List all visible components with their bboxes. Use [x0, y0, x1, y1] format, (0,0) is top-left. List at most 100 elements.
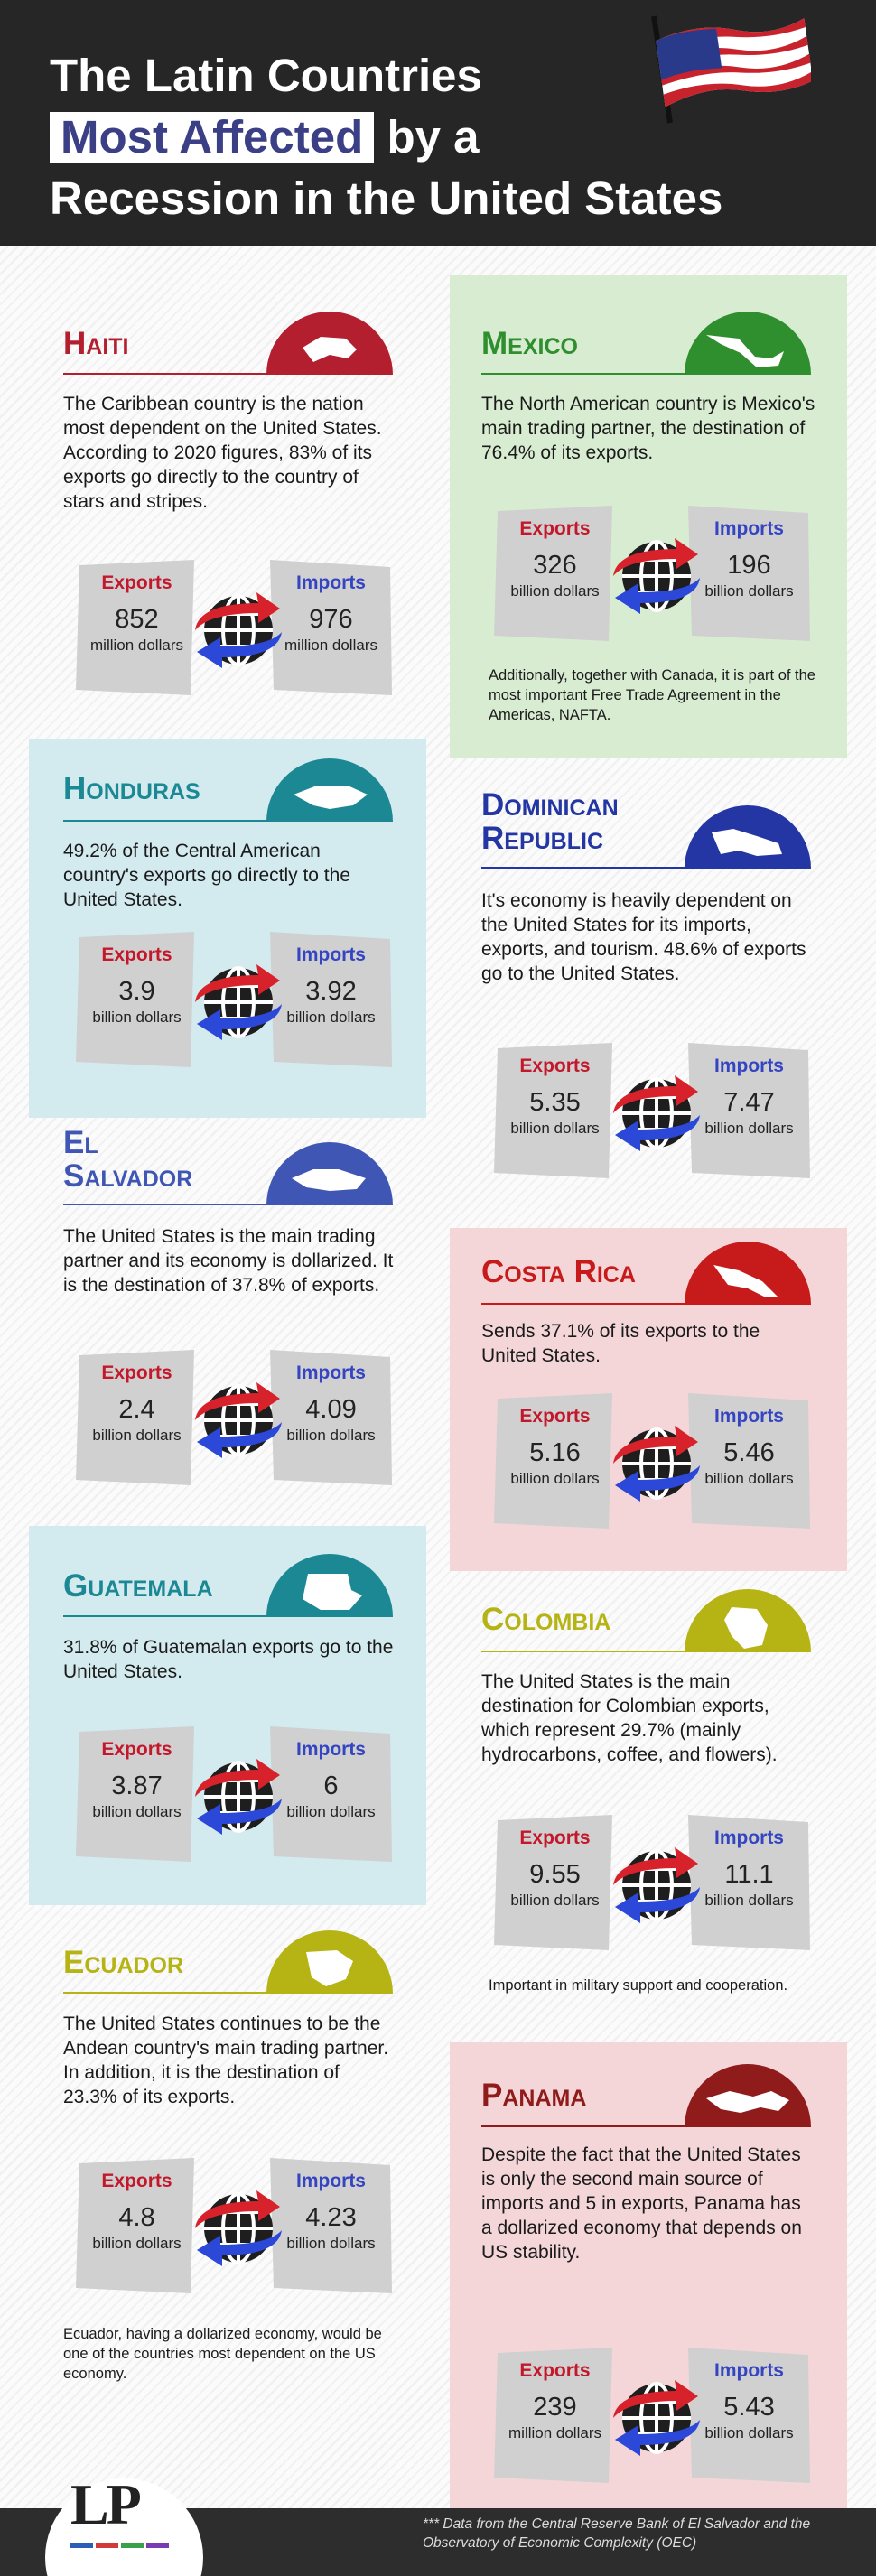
exports-box: Exports 9.55 billion dollars	[494, 1815, 616, 1950]
panama-map-icon	[685, 2064, 811, 2127]
imports-unit: billion dollars	[286, 1803, 376, 1820]
panama-trade-block: Exports 239 million dollars Imports 5.43…	[494, 2348, 819, 2483]
globe-trade-arrows-icon	[613, 1847, 700, 1923]
imports-value: 3.92	[305, 977, 357, 1006]
exports-label: Exports	[101, 572, 172, 593]
exports-label: Exports	[101, 2171, 172, 2191]
imports-box: Imports 6 billion dollars	[270, 1726, 392, 1862]
exports-box: Exports 5.35 billion dollars	[494, 1043, 616, 1178]
exports-value: 2.4	[118, 1395, 155, 1424]
colombia-map-icon	[685, 1589, 811, 1652]
imports-value: 5.43	[723, 2393, 775, 2422]
exports-value: 3.87	[111, 1772, 163, 1800]
imports-box: Imports 5.46 billion dollars	[688, 1393, 810, 1529]
imports-value: 4.23	[305, 2203, 357, 2232]
imports-label: Imports	[295, 2171, 366, 2191]
exports-unit: million dollars	[508, 2424, 601, 2441]
imports-box: Imports 7.47 billion dollars	[688, 1043, 810, 1178]
exports-unit: billion dollars	[92, 2235, 182, 2252]
costarica-name: Costa Rica	[481, 1254, 636, 1289]
haiti-trade-block: Exports 852 million dollars Imports 976 …	[76, 560, 401, 695]
colombia-description: The United States is the main destinatio…	[481, 1671, 778, 1765]
honduras-name: Honduras	[63, 771, 200, 806]
imports-value: 4.09	[305, 1395, 357, 1424]
page-title: The Latin Countries Most Affected by a R…	[50, 45, 844, 229]
haiti-name: Haiti	[63, 326, 129, 361]
exports-value: 3.9	[118, 977, 155, 1006]
exports-box: Exports 239 million dollars	[494, 2348, 616, 2483]
mexico-note: Additionally, together with Canada, it i…	[489, 667, 815, 723]
imports-label: Imports	[713, 2360, 784, 2381]
imports-box: Imports 976 million dollars	[270, 560, 392, 695]
honduras-description: 49.2% of the Central American country's …	[63, 841, 350, 910]
logo-bar-red	[96, 2543, 118, 2548]
mexico-name: Mexico	[481, 326, 578, 361]
exports-value: 852	[115, 605, 159, 634]
ecuador-trade-block: Exports 4.8 billion dollars Imports 4.23…	[76, 2158, 401, 2293]
dominican-name: Dominican Republic	[481, 788, 619, 855]
dominican-name-line-2: Republic	[481, 821, 604, 856]
imports-box: Imports 3.92 billion dollars	[270, 932, 392, 1067]
exports-unit: million dollars	[90, 637, 183, 654]
globe-trade-arrows-icon	[613, 1075, 700, 1151]
colombia-note: Important in military support and cooper…	[489, 1977, 788, 1994]
exports-value: 5.16	[529, 1438, 581, 1467]
imports-box: Imports 5.43 billion dollars	[688, 2348, 810, 2483]
globe-trade-arrows-icon	[613, 1426, 700, 1502]
exports-unit: billion dollars	[92, 1427, 182, 1444]
exports-value: 5.35	[529, 1088, 581, 1117]
imports-box: Imports 11.1 billion dollars	[688, 1815, 810, 1950]
exports-value: 4.8	[118, 2203, 155, 2232]
imports-value: 976	[309, 605, 353, 634]
imports-box: Imports 196 billion dollars	[688, 506, 810, 641]
salvador-description: The United States is the main trading pa…	[63, 1226, 394, 1296]
dominican-description: It's economy is heavily dependent on the…	[481, 890, 806, 984]
globe-trade-arrows-icon	[195, 2190, 282, 2266]
salvador-divider	[63, 1204, 271, 1205]
imports-unit: billion dollars	[286, 2235, 376, 2252]
costarica-trade-block: Exports 5.16 billion dollars Imports 5.4…	[494, 1393, 819, 1529]
exports-label: Exports	[519, 2360, 591, 2381]
globe-trade-arrows-icon	[613, 2380, 700, 2456]
globe-trade-arrows-icon	[613, 538, 700, 614]
imports-unit: billion dollars	[704, 2424, 794, 2441]
panama-description: Despite the fact that the United States …	[481, 2144, 802, 2263]
logo-bar-blue	[70, 2543, 93, 2548]
costarica-description: Sends 37.1% of its exports to the United…	[481, 1321, 760, 1366]
exports-label: Exports	[101, 1362, 172, 1383]
haiti-divider	[63, 373, 271, 375]
exports-unit: billion dollars	[510, 1470, 600, 1487]
guatemala-description: 31.8% of Guatemalan exports go to the Un…	[63, 1637, 394, 1682]
guatemala-name: Guatemala	[63, 1568, 213, 1604]
dominican-name-line-1: Dominican	[481, 787, 619, 823]
exports-unit: billion dollars	[510, 1120, 600, 1137]
imports-label: Imports	[713, 1827, 784, 1848]
exports-label: Exports	[101, 1739, 172, 1760]
exports-label: Exports	[101, 944, 172, 965]
title-line-2: Most Affected by a	[50, 107, 844, 168]
imports-value: 11.1	[724, 1860, 774, 1889]
imports-unit: billion dollars	[286, 1427, 376, 1444]
guatemala-trade-block: Exports 3.87 billion dollars Imports 6 b…	[76, 1726, 401, 1862]
imports-box: Imports 4.09 billion dollars	[270, 1350, 392, 1485]
imports-value: 6	[323, 1772, 339, 1800]
globe-trade-arrows-icon	[195, 592, 282, 668]
mexico-map-icon	[685, 312, 811, 375]
ecuador-divider	[63, 1992, 271, 1994]
imports-value: 7.47	[723, 1088, 775, 1117]
exports-label: Exports	[519, 1827, 591, 1848]
imports-unit: billion dollars	[704, 1892, 794, 1909]
exports-box: Exports 4.8 billion dollars	[76, 2158, 198, 2293]
imports-label: Imports	[713, 518, 784, 539]
dominican-map-icon	[685, 805, 811, 869]
globe-trade-arrows-icon	[195, 1382, 282, 1458]
exports-unit: billion dollars	[510, 1892, 600, 1909]
exports-box: Exports 852 million dollars	[76, 560, 198, 695]
haiti-description: The Caribbean country is the nation most…	[63, 394, 382, 512]
salvador-name-line-1: El	[63, 1125, 98, 1160]
logo-bar-purple	[146, 2543, 169, 2548]
title-line-2-rest: by a	[387, 111, 480, 163]
imports-label: Imports	[295, 944, 366, 965]
exports-label: Exports	[519, 518, 591, 539]
imports-unit: billion dollars	[704, 1120, 794, 1137]
